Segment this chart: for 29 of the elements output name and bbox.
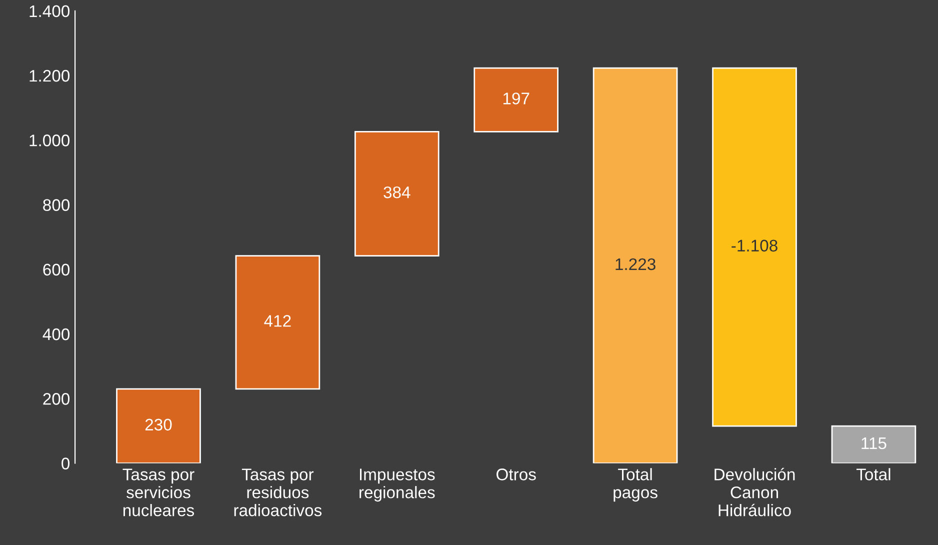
data-label: 230 bbox=[145, 418, 172, 431]
data-label: -1.108 bbox=[732, 240, 778, 252]
data-label: 197 bbox=[503, 92, 530, 104]
bar bbox=[116, 388, 201, 464]
x-tick-label: Total bbox=[856, 468, 890, 480]
y-tick-label: 1.200 bbox=[30, 70, 70, 82]
y-tick-label: 800 bbox=[43, 199, 70, 211]
data-label: 412 bbox=[264, 315, 291, 327]
y-tick-label: 600 bbox=[43, 264, 70, 276]
y-tick-label: 200 bbox=[43, 393, 70, 405]
y-tick-label: 1.000 bbox=[30, 134, 70, 146]
bar bbox=[235, 255, 320, 390]
bar bbox=[831, 425, 916, 464]
x-tick-label: Tasas por residuos radioactivos bbox=[234, 468, 322, 516]
bar bbox=[592, 67, 678, 464]
x-tick-label: Devolución Canon Hidráulico bbox=[714, 468, 795, 516]
x-tick-label: Tasas por servicios nucleares bbox=[122, 468, 194, 516]
y-tick-label: 0 bbox=[62, 458, 70, 470]
x-tick-label: Total pagos bbox=[614, 468, 658, 502]
x-tick-label: Impuestos regionales bbox=[360, 468, 435, 502]
data-label: 384 bbox=[384, 186, 410, 198]
bar bbox=[354, 131, 440, 257]
y-tick-label: 400 bbox=[42, 328, 70, 340]
x-tick-label: Otros bbox=[496, 468, 536, 480]
bar bbox=[474, 67, 559, 132]
data-label: 115 bbox=[862, 438, 886, 450]
data-label: 1.223 bbox=[616, 258, 656, 270]
y-tick-label: 1.400 bbox=[30, 5, 70, 18]
bar bbox=[712, 67, 797, 427]
